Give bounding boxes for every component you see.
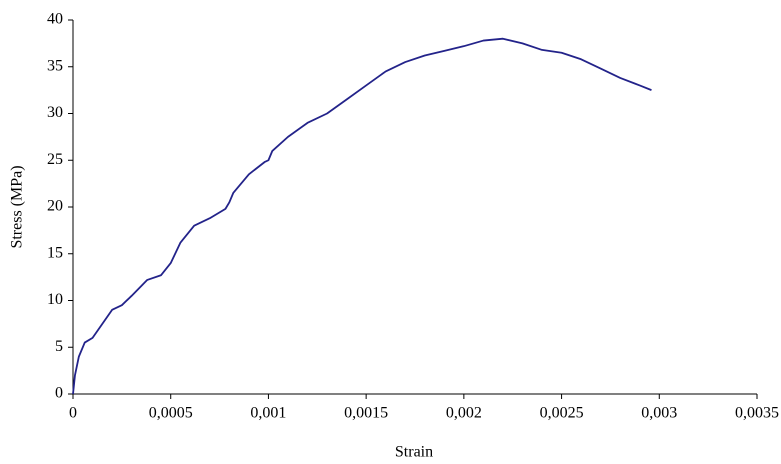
y-axis-title: Stress (MPa): [9, 165, 26, 248]
y-tick-label: 35: [47, 57, 63, 74]
x-tick-label: 0,002: [446, 405, 482, 422]
y-tick-label: 20: [47, 198, 63, 215]
x-tick-label: 0,003: [641, 405, 677, 422]
y-tick-label: 15: [47, 244, 63, 261]
y-tick-label: 10: [47, 291, 63, 308]
x-axis-title: Strain: [395, 444, 433, 461]
y-tick-label: 25: [47, 151, 63, 168]
y-tick-label: 0: [55, 385, 63, 402]
y-tick-label: 30: [47, 104, 63, 121]
x-tick-label: 0,0025: [540, 405, 584, 422]
x-tick-label: 0,0015: [344, 405, 388, 422]
x-tick-label: 0,0005: [149, 405, 193, 422]
x-tick-label: 0,001: [250, 405, 286, 422]
x-tick-label: 0,0035: [735, 405, 779, 422]
data-line: [72, 37, 652, 395]
x-tick-label: 0: [69, 405, 77, 422]
y-tick-label: 40: [47, 11, 63, 28]
y-tick-label: 5: [55, 338, 63, 355]
